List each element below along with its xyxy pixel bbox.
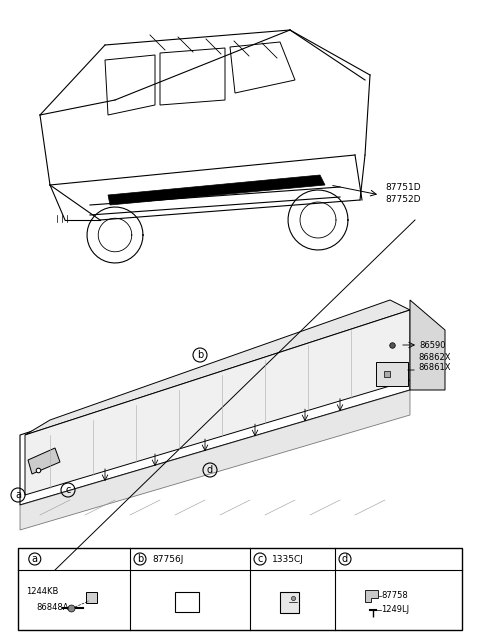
Polygon shape bbox=[410, 300, 445, 390]
Polygon shape bbox=[20, 390, 410, 530]
Text: 1249LJ: 1249LJ bbox=[381, 606, 409, 615]
Polygon shape bbox=[25, 310, 410, 495]
Text: 87758: 87758 bbox=[381, 591, 408, 601]
Text: c: c bbox=[257, 554, 263, 564]
Text: 87752D: 87752D bbox=[385, 196, 420, 204]
FancyBboxPatch shape bbox=[85, 591, 96, 603]
FancyBboxPatch shape bbox=[18, 548, 462, 630]
Polygon shape bbox=[28, 448, 60, 474]
Polygon shape bbox=[25, 300, 410, 435]
Text: 1244KB: 1244KB bbox=[26, 587, 59, 596]
Text: b: b bbox=[137, 554, 143, 564]
FancyBboxPatch shape bbox=[376, 362, 408, 386]
Text: d: d bbox=[342, 554, 348, 564]
Text: 86862X: 86862X bbox=[418, 354, 451, 363]
Text: c: c bbox=[65, 485, 71, 495]
Text: 86848A: 86848A bbox=[36, 603, 69, 613]
Text: a: a bbox=[32, 554, 38, 564]
Text: 86590: 86590 bbox=[419, 340, 445, 349]
FancyBboxPatch shape bbox=[280, 591, 299, 613]
Text: 86861X: 86861X bbox=[418, 363, 451, 373]
FancyBboxPatch shape bbox=[175, 592, 199, 612]
Polygon shape bbox=[108, 175, 325, 205]
Text: 1335CJ: 1335CJ bbox=[272, 554, 304, 563]
Text: d: d bbox=[207, 465, 213, 475]
Text: 87756J: 87756J bbox=[152, 554, 183, 563]
Text: a: a bbox=[15, 490, 21, 500]
Text: b: b bbox=[197, 350, 203, 360]
Text: 87751D: 87751D bbox=[385, 184, 420, 192]
Polygon shape bbox=[365, 590, 378, 602]
